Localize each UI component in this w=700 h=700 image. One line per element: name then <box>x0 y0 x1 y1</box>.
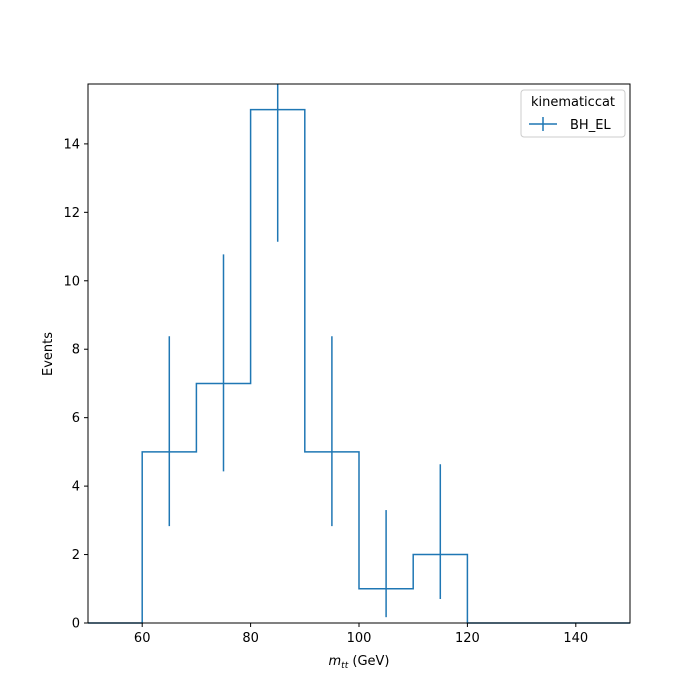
y-axis-label: Events <box>41 332 56 376</box>
y-tick-label: 14 <box>63 137 80 152</box>
legend-title: kinematiccat <box>531 95 615 110</box>
y-tick-label: 8 <box>72 343 80 358</box>
x-tick-label: 80 <box>242 631 259 646</box>
plot-content <box>88 84 630 624</box>
y-tick-label: 12 <box>63 206 80 221</box>
x-axis-label-subscript: tt <box>341 661 349 671</box>
legend-box <box>520 89 626 138</box>
axis-ticks: 60 80 100 120 140 0 2 4 6 8 10 12 14 <box>63 137 588 646</box>
x-axis-label-unit: (GeV) <box>348 654 389 669</box>
x-tick-label: 140 <box>563 631 588 646</box>
legend: kinematiccat BH_EL <box>520 89 626 138</box>
x-tick-label: 100 <box>347 631 372 646</box>
x-tick-label: 60 <box>134 631 151 646</box>
y-tick-label: 6 <box>72 411 80 426</box>
x-axis-label-var: m <box>329 654 342 669</box>
y-tick-label: 2 <box>72 548 80 563</box>
legend-entry-bh-el: BH_EL <box>570 118 611 133</box>
x-tick-label: 120 <box>455 631 480 646</box>
y-tick-label: 10 <box>63 274 80 289</box>
y-tick-label: 0 <box>72 617 80 632</box>
y-tick-label: 4 <box>72 480 80 495</box>
x-axis-label: mtt (GeV) <box>329 654 390 671</box>
plot-frame <box>87 83 631 624</box>
